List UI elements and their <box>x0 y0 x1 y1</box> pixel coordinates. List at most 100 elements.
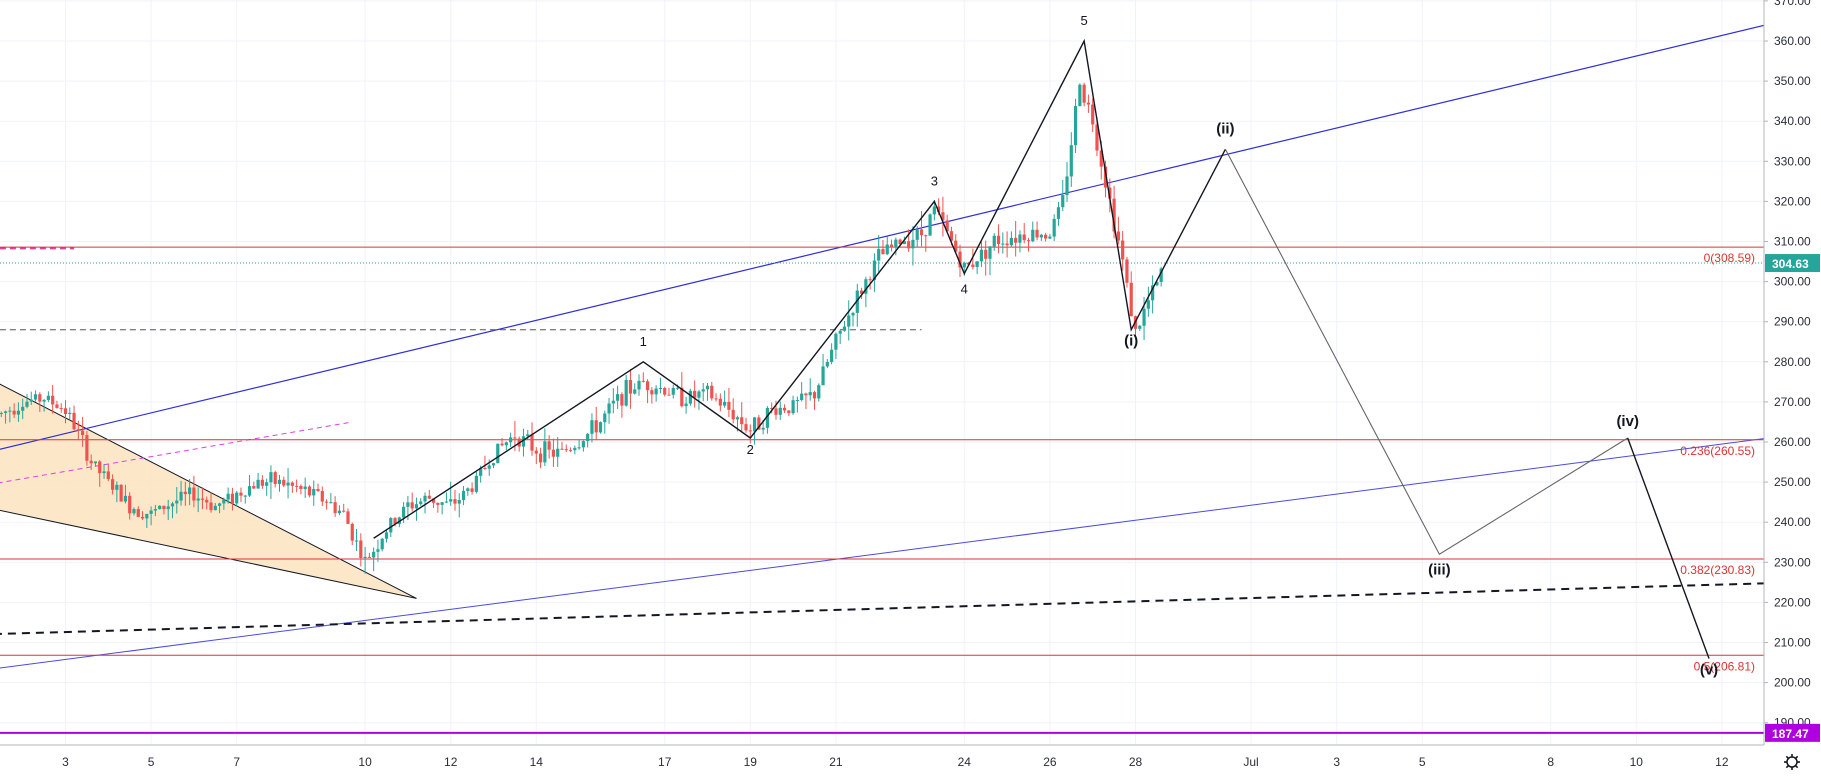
candle-body <box>603 413 607 423</box>
candle-body <box>705 385 710 390</box>
candle-body <box>1061 195 1065 208</box>
time-tick-label: 10 <box>1630 755 1644 769</box>
candle-body <box>830 349 834 362</box>
candle-body <box>727 401 731 410</box>
candle-body <box>658 388 663 390</box>
candle-body <box>440 502 444 505</box>
candle-body <box>51 395 55 405</box>
candle-body <box>765 407 770 428</box>
candle-body <box>93 461 98 464</box>
candle-body <box>1108 187 1112 199</box>
fib-label: 0.5(206.81) <box>1694 659 1755 673</box>
candle-body <box>748 430 752 432</box>
candle-body <box>59 407 63 409</box>
candle-body <box>487 465 491 469</box>
price-tick-label: 220.00 <box>1774 595 1811 609</box>
candle-body <box>941 212 945 221</box>
price-tick-label: 210.00 <box>1774 636 1811 650</box>
candle-body <box>393 518 397 524</box>
wave-label: (v) <box>1700 662 1718 679</box>
candle-body <box>718 398 722 406</box>
candle-body <box>1044 234 1048 239</box>
candle-body <box>307 486 312 496</box>
price-tick-label: 200.00 <box>1774 676 1811 690</box>
candle-body <box>128 495 132 514</box>
time-tick-label: 19 <box>744 755 758 769</box>
candle-body <box>800 393 804 400</box>
time-tick-label: 10 <box>358 755 372 769</box>
plot-background <box>0 0 1764 745</box>
candle-body <box>196 498 200 501</box>
candle-body <box>804 393 808 396</box>
candle-body <box>170 503 175 507</box>
candle-body <box>795 399 799 401</box>
candle-body <box>329 502 333 504</box>
candle-body <box>564 449 568 451</box>
candle-body <box>1026 240 1031 242</box>
candle-body <box>350 523 354 541</box>
candle-body <box>1103 166 1108 188</box>
candle-body <box>556 448 560 457</box>
candle-body <box>693 390 697 398</box>
candle-body <box>98 461 102 474</box>
candle-body <box>1018 234 1022 243</box>
price-tick-label: 340.00 <box>1774 114 1811 128</box>
fib-label: 0.382(230.83) <box>1680 563 1755 577</box>
candle-body <box>671 387 675 395</box>
candle-body <box>1151 285 1155 301</box>
candle-body <box>72 412 76 430</box>
candle-body <box>834 333 838 350</box>
candle-body <box>179 491 183 501</box>
candle-body <box>500 443 504 446</box>
time-tick-label: 14 <box>530 755 544 769</box>
candle-body <box>838 330 842 334</box>
candle-body <box>594 420 598 433</box>
candle-body <box>915 229 919 240</box>
candle-body <box>235 492 239 504</box>
candle-body <box>560 448 564 450</box>
candle-body <box>984 249 988 259</box>
time-tick-label: 17 <box>658 755 672 769</box>
candle-body <box>586 433 590 442</box>
candle-body <box>971 264 975 267</box>
candle-body <box>183 491 187 495</box>
candle-body <box>85 435 89 461</box>
candle-body <box>598 422 603 433</box>
candle-body <box>992 235 996 247</box>
candle-body <box>787 410 791 414</box>
candle-body <box>1082 84 1086 103</box>
price-tick-label: 300.00 <box>1774 275 1811 289</box>
candle-body <box>410 502 414 509</box>
candle-body <box>367 556 371 558</box>
time-tick-label: 28 <box>1129 755 1143 769</box>
wave-label: (iv) <box>1616 413 1639 430</box>
candle-body <box>624 380 628 406</box>
candle-body <box>119 484 123 502</box>
projection-path-a <box>1224 149 1628 556</box>
candle-body <box>213 505 217 511</box>
candle-body <box>1065 176 1069 196</box>
price-tick-label: 370.00 <box>1774 0 1811 8</box>
candle-body <box>945 220 949 232</box>
candle-body <box>1086 102 1091 105</box>
candle-body <box>1125 259 1129 283</box>
elliott-wave-path <box>373 38 1227 539</box>
gear-tooth <box>1794 755 1799 760</box>
candle-body <box>286 482 290 486</box>
wave-label: 1 <box>640 334 647 349</box>
candle-body <box>200 498 205 500</box>
candle-body <box>110 479 115 490</box>
candle-body <box>380 538 384 550</box>
candle-body <box>513 437 517 439</box>
price-tick-label: 240.00 <box>1774 515 1811 529</box>
candle-body <box>162 505 166 510</box>
candle-body <box>303 486 307 489</box>
gear-icon <box>1784 754 1800 770</box>
candle-body <box>962 262 966 268</box>
candle-body <box>1112 198 1116 232</box>
candle-body <box>1048 236 1052 239</box>
candle-body <box>637 380 641 390</box>
candle-body <box>633 389 637 394</box>
candle-body <box>209 502 213 511</box>
